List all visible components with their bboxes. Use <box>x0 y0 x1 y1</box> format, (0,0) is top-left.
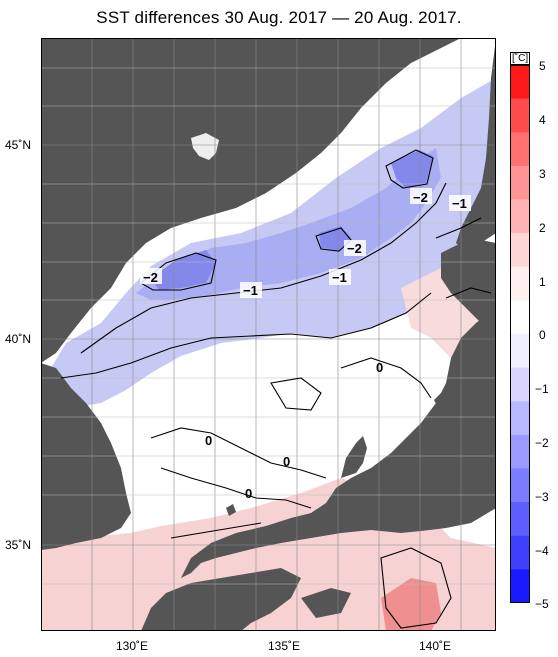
contour-label: −1 <box>243 283 258 298</box>
contour-label: 0 <box>205 433 212 448</box>
warm-anomaly-southeast-strong <box>381 578 441 631</box>
land-shikoku <box>301 588 351 618</box>
lon-label-130e: 130˚E <box>115 639 149 653</box>
sst-map: −2 −1 −2 −2 −1 −1 0 0 0 0 <box>41 38 496 631</box>
colorbar-frame <box>510 65 530 603</box>
colorbar-tick-label: −4 <box>535 544 549 558</box>
cool-anomaly-strong <box>151 150 433 290</box>
contour-label: −2 <box>143 270 158 285</box>
lat-label-45n: 45˚N <box>4 138 31 152</box>
colorbar-tick-label: 0 <box>539 328 546 342</box>
contour-label: −1 <box>332 270 347 285</box>
contour-label: 0 <box>283 454 290 469</box>
contour-label-group: −2 −1 −2 −2 −1 −1 0 0 0 0 <box>140 188 471 501</box>
lat-label-35n: 35˚N <box>4 538 31 552</box>
land-sado <box>434 393 445 410</box>
colorbar-swatch <box>510 65 530 100</box>
colorbar-swatch <box>510 334 530 369</box>
colorbar-swatches <box>510 65 530 603</box>
map-frame <box>41 38 496 631</box>
lon-label-135e: 135˚E <box>267 639 301 653</box>
colorbar-tick-label: 1 <box>539 275 546 289</box>
colorbar-tick-label: 3 <box>539 167 546 181</box>
land-oki <box>226 504 236 516</box>
land-noto <box>341 436 367 478</box>
colorbar-swatch <box>510 98 530 133</box>
colorbar-swatch <box>510 535 530 570</box>
colorbar-swatch <box>510 569 530 603</box>
colorbar-swatch <box>510 502 530 537</box>
colorbar-swatch <box>510 132 530 167</box>
contour-label: 0 <box>376 360 383 375</box>
colorbar-tick-label: 4 <box>539 113 546 127</box>
colorbar-swatch <box>510 401 530 436</box>
colorbar-tick-label: 2 <box>539 221 546 235</box>
colorbar-swatch <box>510 300 530 335</box>
contour-lines <box>60 149 492 629</box>
colorbar-tick-label: −1 <box>535 382 549 396</box>
colorbar-swatch <box>510 434 530 470</box>
land-korea <box>41 363 131 550</box>
contour-label: −1 <box>452 196 467 211</box>
contour-label: −2 <box>413 190 428 205</box>
contour-label: −2 <box>347 241 362 256</box>
land-hokkaido-south <box>441 238 496 323</box>
colorbar-tick-label: −5 <box>535 597 549 611</box>
land-honshu <box>181 308 496 578</box>
lon-label-140e: 140˚E <box>418 639 452 653</box>
land-asia <box>41 38 461 363</box>
lake-khanka <box>191 133 219 160</box>
colorbar-swatch <box>510 233 530 268</box>
colorbar-swatch <box>510 266 530 301</box>
colorbar-tick-label: −3 <box>535 490 549 504</box>
colorbar-swatch <box>510 199 530 234</box>
colorbar-tick-label: 5 <box>539 59 546 73</box>
map-title: SST differences 30 Aug. 2017 — 20 Aug. 2… <box>96 8 462 27</box>
contour-label: 0 <box>245 486 252 501</box>
land-hokkaido <box>456 38 496 253</box>
colorbar-swatch <box>510 468 530 503</box>
lat-label-40n: 40˚N <box>4 332 31 346</box>
colorbar-tick-label: −2 <box>535 436 549 450</box>
colorbar-unit: [˚C] <box>510 52 531 65</box>
colorbar-swatch <box>510 165 530 201</box>
colorbar <box>510 65 530 603</box>
colorbar-swatch <box>510 367 530 402</box>
